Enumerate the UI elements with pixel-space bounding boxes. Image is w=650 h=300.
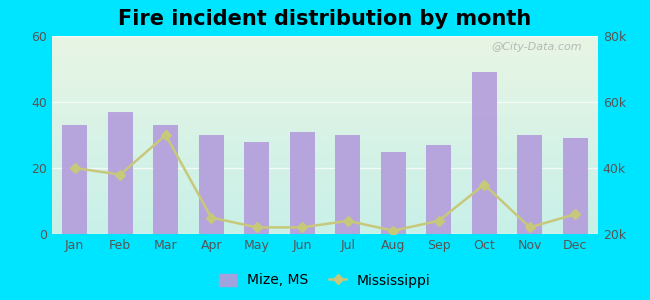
Bar	[426, 145, 451, 234]
Bar	[563, 138, 588, 234]
Title: Fire incident distribution by month: Fire incident distribution by month	[118, 9, 532, 29]
Bar	[62, 125, 87, 234]
Bar	[472, 72, 497, 234]
Text: @City-Data.com: @City-Data.com	[491, 42, 582, 52]
Bar	[153, 125, 178, 234]
Bar	[108, 112, 133, 234]
Bar	[244, 142, 269, 234]
Bar	[335, 135, 360, 234]
Bar	[290, 132, 315, 234]
Bar	[381, 152, 406, 234]
Bar	[517, 135, 542, 234]
Bar	[199, 135, 224, 234]
Legend: Mize, MS, Mississippi: Mize, MS, Mississippi	[214, 268, 436, 293]
